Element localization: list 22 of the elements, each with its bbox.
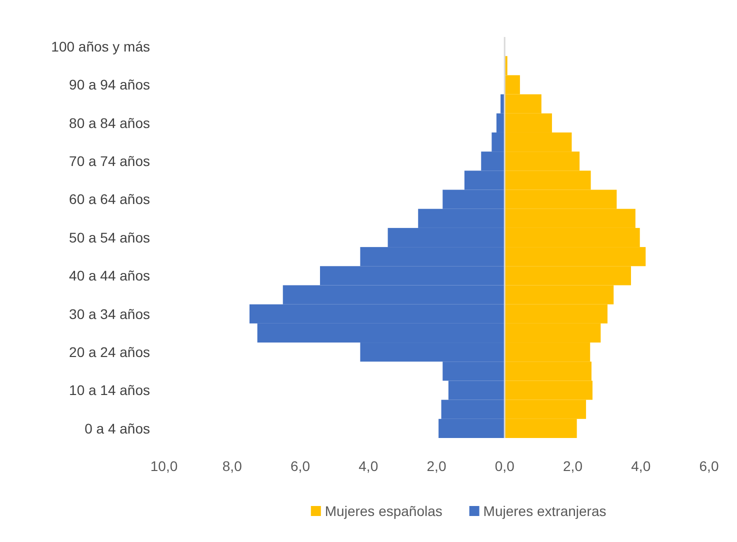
x-tick-label: 4,0 <box>358 458 378 474</box>
x-tick-label: 2,0 <box>426 458 446 474</box>
x-tick-label: 10,0 <box>150 458 178 474</box>
y-tick-label: 90 a 94 años <box>69 76 150 93</box>
y-tick-label: 20 a 24 años <box>69 344 150 360</box>
x-tick-label: 8,0 <box>222 458 242 474</box>
x-tick-label: 6,0 <box>290 458 310 474</box>
y-tick-label: 70 a 74 años <box>69 153 150 170</box>
y-tick-label: 40 a 44 años <box>69 268 150 284</box>
x-tick-label: 2,0 <box>563 458 583 474</box>
y-tick-label: 80 a 84 años <box>69 114 150 131</box>
x-tick-label: 6,0 <box>699 458 719 474</box>
y-tick-label: 30 a 34 años <box>69 306 150 322</box>
legend-label: Mujeres extranjeras <box>483 502 606 519</box>
legend-label: Mujeres españolas <box>324 502 442 519</box>
y-tick-label: 10 a 14 años <box>69 382 150 398</box>
x-tick-label: 4,0 <box>631 458 651 474</box>
y-tick-label: 100 años y más <box>51 38 150 54</box>
y-tick-label: 60 a 64 años <box>69 191 150 208</box>
y-tick-label: 0 a 4 años <box>84 420 150 436</box>
x-tick-label: 0,0 <box>494 458 515 474</box>
y-tick-label: 50 a 54 años <box>69 229 150 246</box>
